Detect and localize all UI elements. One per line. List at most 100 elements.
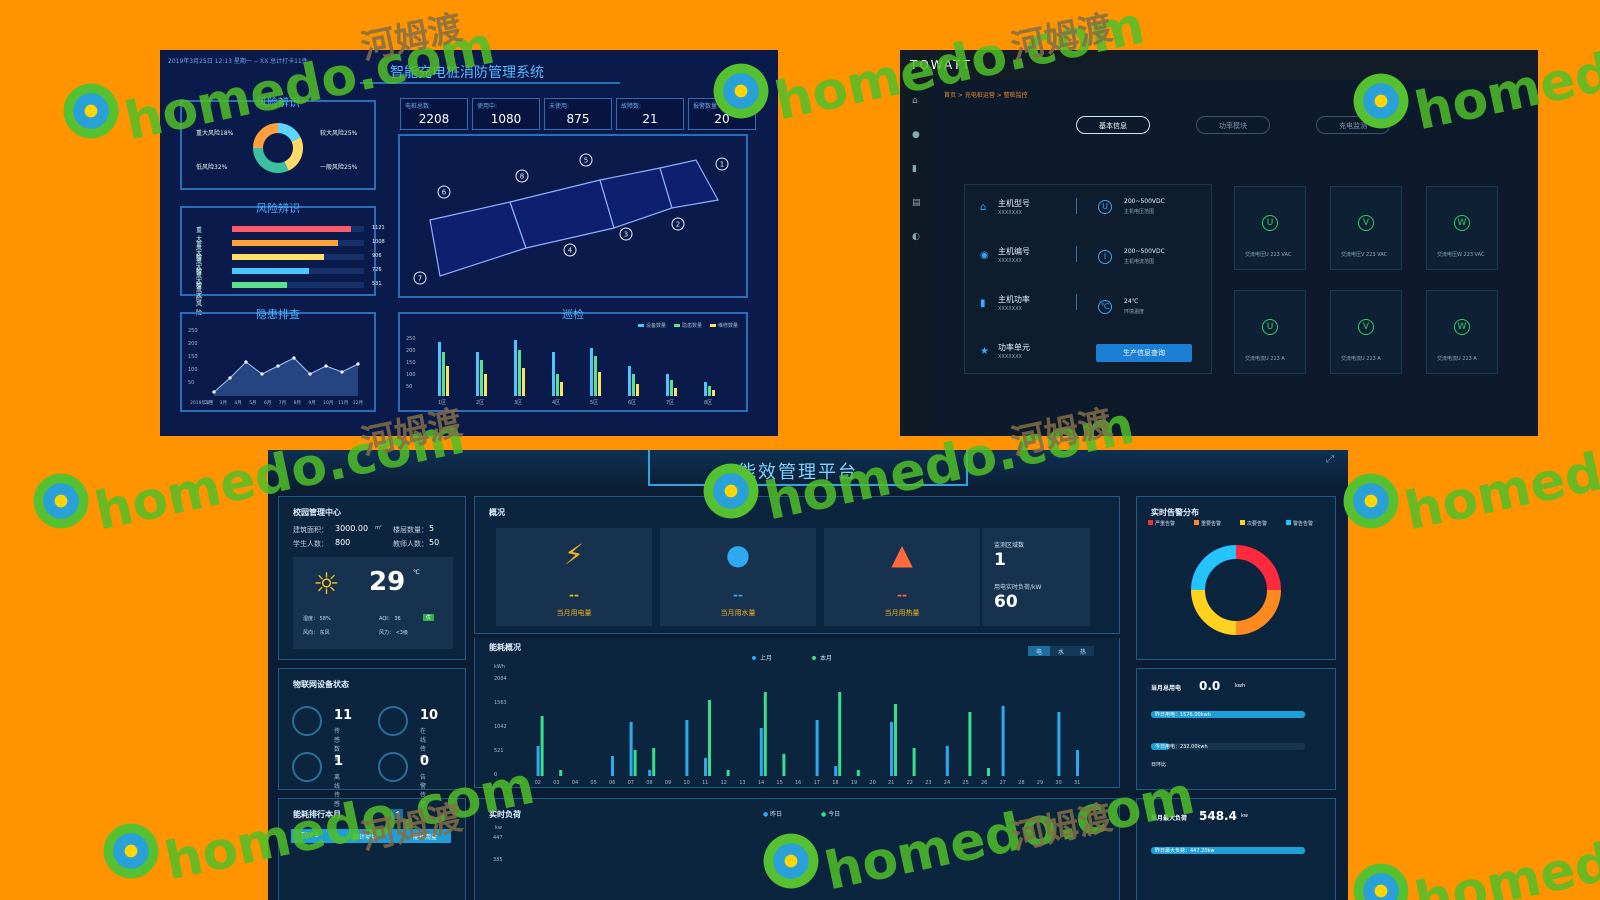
hazard-point	[228, 376, 232, 380]
header-bar	[268, 450, 1348, 490]
patrol-ytick: 100	[406, 372, 416, 378]
teachers-label: 教师人数：	[393, 540, 428, 548]
power-value: 0.0	[1199, 679, 1221, 693]
alarm-legend-item: 次要告警	[1240, 520, 1267, 527]
energy-bar-last	[704, 758, 707, 776]
aqi: AQI： 36	[379, 616, 401, 622]
floors-value: 5	[429, 524, 435, 533]
rank-header	[291, 829, 451, 843]
rank-col-top: TOP 5	[301, 832, 319, 839]
risk-bar-fill	[232, 268, 309, 274]
measure-card: W 交流电压W 223 VAC	[1426, 186, 1498, 270]
energy-bar-this	[968, 712, 972, 776]
energy-tab[interactable]: 水	[1050, 646, 1072, 656]
map-marker[interactable]	[413, 271, 427, 285]
risk-bar-fill	[232, 282, 288, 288]
risk-bar-fill	[232, 240, 338, 246]
map-marker-label: 2	[676, 221, 680, 229]
energy-tab[interactable]: 热	[1072, 646, 1094, 656]
temperature-unit: ℃	[413, 569, 420, 576]
page-title: 智能充电桩消防管理系统	[390, 65, 544, 81]
energy-tab-label: 电	[1035, 649, 1042, 656]
map-marker[interactable]	[437, 185, 451, 199]
kpi-label: 未使用:	[549, 103, 570, 110]
map-marker[interactable]	[619, 227, 633, 241]
energy-tab[interactable]: 电	[1028, 646, 1050, 656]
map-marker[interactable]	[563, 243, 577, 257]
map-marker[interactable]	[715, 157, 729, 171]
maxload-unit: kw	[1241, 813, 1248, 819]
risk-bar-fill	[232, 226, 351, 232]
home-icon[interactable]: ⌂	[912, 96, 918, 106]
globe-icon: ◉	[980, 250, 989, 261]
area-unit: m²	[375, 525, 382, 531]
risk-bar-fill	[232, 254, 325, 260]
energy-xtick: 09	[665, 780, 671, 786]
alarm-legend-item: 重要告警	[1194, 520, 1221, 527]
zone-box: 监测区域数 1 用电实时负荷/kW 60	[982, 528, 1090, 626]
energy-xtick: 14	[758, 780, 764, 786]
document-icon[interactable]: ▤	[912, 198, 921, 208]
energy-legend-label: 上月	[760, 654, 772, 662]
patrol-bar	[590, 348, 593, 396]
energy-bar-this	[652, 748, 656, 776]
load-label: 用电实时负荷/kW	[994, 584, 1042, 591]
realtime-unit: kw	[495, 825, 502, 831]
measure-value: 223 A	[1270, 356, 1285, 362]
rank-toggle-icon[interactable]: ◂	[391, 809, 403, 819]
platform-title: 能效管理平台	[738, 462, 858, 483]
realtime-title: 实时负荷	[489, 810, 521, 819]
overview-dash: --	[569, 588, 579, 602]
energy-xtick: 24	[944, 780, 950, 786]
risk-bar-value: 531	[372, 281, 382, 287]
info-label: 主机功率	[998, 295, 1030, 304]
watermark-flower-icon	[1340, 470, 1402, 532]
patrol-bar	[438, 342, 441, 396]
wind-force: 风力： <3级	[379, 630, 408, 636]
measure-value: 223 A	[1462, 356, 1477, 362]
settings-icon[interactable]: ◐	[912, 232, 920, 242]
energy-xtick: 27	[1000, 780, 1006, 786]
energy-bar-this	[987, 768, 990, 776]
measure-name: 交流电流U	[1437, 356, 1461, 362]
energy-xtick: 13	[739, 780, 745, 786]
station-map: 1 2 3 4 5 6 7 8	[413, 153, 729, 285]
tab-0[interactable]: 基本信息	[1076, 116, 1150, 134]
tab-1[interactable]: 功率模块	[1196, 116, 1270, 134]
energy-xtick: 29	[1037, 780, 1043, 786]
patrol-bar	[476, 352, 479, 396]
patrol-bar	[666, 374, 669, 396]
production-query-label: 生产信息查询	[1123, 349, 1165, 357]
risk-label-large: 较大风险25%	[320, 130, 358, 137]
energy-xtick: 11	[702, 780, 708, 786]
patrol-bar-chart: 设备数量 隐患数量 维修数量 250 200 150 100 50 1区 2区 3区 4区 5区 6区 7区…	[406, 322, 738, 406]
hazard-xtick: 3月	[220, 400, 227, 406]
patrol-bar	[484, 374, 487, 396]
patrol-xtick: 4区	[552, 400, 560, 406]
production-query-button[interactable]: 生产信息查询	[1096, 344, 1192, 362]
legend-yesterday: ● 昨日	[763, 811, 783, 818]
energy-bar-this	[763, 692, 767, 776]
map-marker[interactable]	[671, 217, 685, 231]
hazard-xtick: 12月	[353, 400, 363, 406]
energy-bar-last	[815, 720, 819, 776]
info-icon[interactable]: ●	[912, 130, 920, 140]
risk-label-normal: 一般风险25%	[320, 164, 358, 171]
hazard-point	[340, 370, 344, 374]
energy-ytick: 521	[494, 748, 504, 754]
temperature: 29	[369, 567, 406, 597]
chart-icon[interactable]: ▮	[912, 164, 917, 174]
energy-bar-this	[726, 770, 730, 776]
tab-label: 基本信息	[1099, 122, 1127, 130]
info-panel	[964, 184, 1212, 374]
map-marker[interactable]	[579, 153, 593, 167]
patrol-ytick: 250	[406, 336, 416, 342]
alarm-legend-swatch	[1194, 520, 1199, 525]
energy-bar-last	[648, 770, 652, 776]
measure-label: 交流电压W 223 VAC	[1437, 251, 1485, 258]
alarm-legend-item: 警告告警	[1286, 520, 1313, 527]
title-frame	[648, 450, 968, 486]
map-marker[interactable]	[515, 169, 529, 183]
energy-ytick: 1042	[494, 724, 507, 730]
fullscreen-icon[interactable]: ⤢	[1326, 454, 1334, 465]
